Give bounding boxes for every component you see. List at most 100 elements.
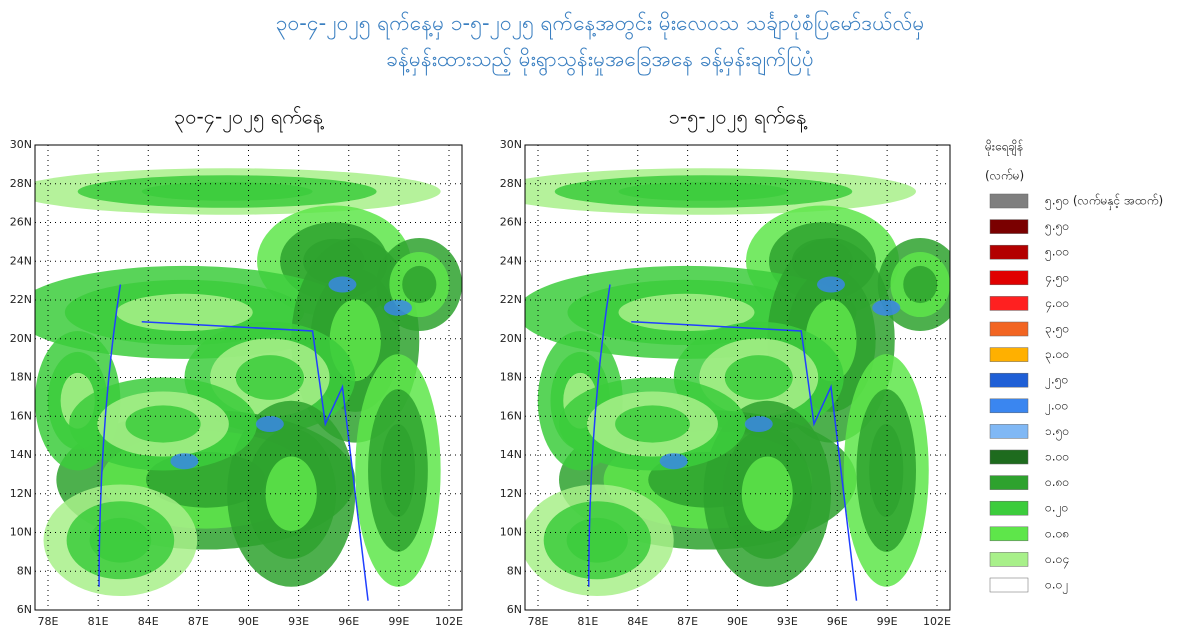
lat-label: 30N (10, 138, 32, 151)
lon-label: 84E (627, 615, 648, 628)
lon-label: 93E (288, 615, 309, 628)
legend-label: ၃.၀၀ (1045, 347, 1069, 364)
lon-label: 90E (727, 615, 748, 628)
legend-label: ၁.၅၀ (1045, 424, 1069, 441)
legend-label: ၀.၀၈ (1045, 526, 1069, 540)
lon-label: 93E (777, 615, 798, 628)
panel-title: ၃၀-၄-၂၀၂၅ ရက်နေ့ (174, 105, 323, 133)
legend-label: ၄.၀၀ (1045, 296, 1069, 313)
rain-area (724, 355, 793, 400)
lat-label: 16N (10, 409, 32, 422)
legend-swatch (989, 193, 1029, 209)
lon-label: 78E (528, 615, 549, 628)
legend-title: မိုးရေချိန် (985, 139, 1023, 157)
lat-label: 28N (10, 177, 32, 190)
heavy-rain (170, 453, 199, 470)
legend-label: ၄.၅၀ (1045, 270, 1069, 287)
coastline (588, 284, 858, 601)
legend-label: ၁.၀၀ (1045, 450, 1069, 464)
lon-label: 102E (923, 615, 951, 628)
coastline (98, 284, 369, 601)
legend-label: ၀.၈၀ (1045, 475, 1069, 489)
legend-swatch (989, 321, 1029, 337)
lon-label: 87E (677, 615, 698, 628)
legend-swatch (989, 526, 1029, 542)
lon-label: 99E (877, 615, 898, 628)
rain-area (380, 424, 416, 517)
lat-label: 26N (500, 216, 522, 229)
map (525, 145, 950, 610)
legend-swatch (989, 244, 1029, 260)
title-line1: ၃၀-၄-၂၀၂၅ ရက်နေ့မှ ၁-၅-၂၀၂၅ ရက်နေ့အတွင်း… (276, 9, 925, 41)
title-line2: ခန့်မှန်းထားသည့် မိုးရွာသွန်းမှုအခြေအနေ … (386, 45, 814, 77)
lat-label: 18N (10, 371, 32, 384)
legend-swatch (989, 449, 1029, 465)
legend-unit: (လက်မ) (985, 168, 1024, 183)
lon-label: 90E (238, 615, 259, 628)
lat-label: 18N (500, 371, 522, 384)
lon-label: 96E (827, 615, 848, 628)
lat-label: 22N (500, 293, 522, 306)
heavy-rain (328, 276, 357, 293)
rain-area (89, 517, 152, 563)
rain-area (566, 517, 628, 563)
lat-label: 6N (507, 603, 522, 616)
lon-label: 99E (388, 615, 409, 628)
legend-swatch (989, 270, 1029, 286)
lat-label: 20N (500, 332, 522, 345)
rain-area (141, 182, 313, 201)
lon-label: 81E (88, 615, 109, 628)
legend-swatch (989, 500, 1029, 516)
legend-swatch (989, 347, 1029, 362)
heavy-rain (872, 299, 901, 316)
legend-label: ၀.၀၂ (1045, 578, 1068, 595)
lon-label: 87E (188, 615, 209, 628)
panel-title: ၁-၅-၂၀၂၅ ရက်နေ့ (669, 105, 807, 133)
lon-label: 102E (435, 615, 463, 628)
lat-label: 20N (10, 332, 32, 345)
lat-label: 6N (17, 603, 32, 616)
legend-swatch (989, 552, 1029, 567)
rain-area (903, 265, 938, 304)
rain-area (869, 424, 904, 517)
legend-label: ၃.၅၀ (1045, 322, 1069, 339)
rain-area (615, 405, 690, 443)
lat-label: 10N (10, 526, 32, 539)
lat-label: 12N (500, 487, 522, 500)
map (35, 145, 462, 610)
rain-area (741, 456, 793, 531)
rain-area (618, 293, 755, 331)
rain-area (125, 405, 201, 443)
legend-swatch (989, 398, 1029, 414)
lat-label: 22N (10, 293, 32, 306)
lat-label: 30N (500, 138, 522, 151)
legend-label: ၅.၅၀ (1045, 219, 1069, 236)
lat-label: 8N (17, 564, 32, 577)
lat-label: 28N (500, 177, 522, 190)
heavy-rain (383, 299, 412, 316)
legend-swatch (989, 475, 1029, 490)
legend-swatch (989, 424, 1029, 439)
lat-label: 14N (500, 448, 522, 461)
legend-swatch (989, 577, 1029, 593)
rain-area (402, 265, 437, 304)
rain-field (525, 145, 950, 610)
legend-label: ၀.၀၄ (1045, 552, 1069, 569)
lat-label: 26N (10, 216, 32, 229)
legend-label: ၂.၅၀ (1045, 373, 1068, 390)
lon-label: 81E (577, 615, 598, 628)
legend-label: ၅.၀၀ (1045, 245, 1069, 262)
rain-area (618, 182, 789, 201)
heavy-rain (255, 416, 284, 432)
legend-label: ၅.၅၀ (လက်မနှင့် အထက်) (1045, 193, 1163, 211)
lat-label: 14N (10, 448, 32, 461)
legend-swatch (989, 296, 1029, 311)
lat-label: 10N (500, 526, 522, 539)
rain-area (235, 355, 305, 400)
rain-area (265, 456, 317, 531)
lat-label: 8N (507, 564, 522, 577)
lon-label: 78E (38, 615, 59, 628)
lat-label: 24N (500, 254, 522, 267)
